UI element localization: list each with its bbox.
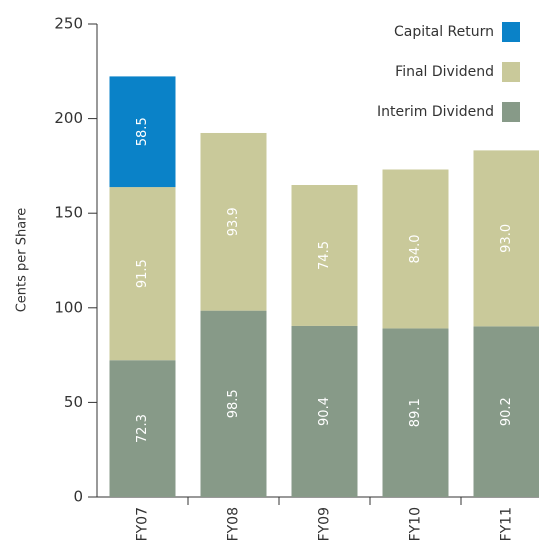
- y-tick-label: 250: [54, 15, 83, 33]
- data-label: 72.3: [135, 414, 150, 443]
- data-label: 84.0: [408, 234, 423, 263]
- y-tick-label: 100: [54, 298, 83, 316]
- y-tick-label: 200: [54, 109, 83, 127]
- legend-swatch: [502, 102, 520, 122]
- bar-segment: [109, 360, 176, 497]
- bar-segment: [473, 150, 539, 327]
- legend-swatch: [502, 22, 520, 42]
- data-label: 93.0: [499, 224, 514, 253]
- bar-segment: [382, 169, 449, 329]
- y-tick-label: 150: [54, 204, 83, 222]
- data-label: 90.2: [499, 397, 514, 426]
- data-label: 58.5: [135, 117, 150, 146]
- data-label: 98.5: [226, 389, 241, 418]
- legend-swatch: [502, 62, 520, 82]
- legend-label: Capital Return: [394, 24, 494, 40]
- bar-segment: [109, 76, 176, 188]
- bar-segment: [382, 328, 449, 497]
- bar-segment: [200, 132, 267, 311]
- bar-segment: [291, 325, 358, 497]
- bar-segment: [109, 187, 176, 361]
- bar-segment: [200, 310, 267, 497]
- x-tick-label: FY11: [499, 507, 515, 541]
- x-tick-label: FY07: [135, 507, 151, 541]
- y-tick-label: 50: [64, 393, 83, 411]
- data-label: 74.5: [317, 241, 332, 270]
- data-label: 90.4: [317, 397, 332, 426]
- legend-label: Interim Dividend: [377, 104, 494, 120]
- x-tick-label: FY08: [226, 507, 242, 541]
- data-label: 91.5: [135, 259, 150, 288]
- data-label: 89.1: [408, 398, 423, 427]
- y-tick-label: 0: [73, 488, 83, 506]
- data-label: 93.9: [226, 207, 241, 236]
- bar-segment: [473, 326, 539, 497]
- bar-segment: [291, 185, 358, 326]
- x-tick-label: FY09: [317, 507, 333, 541]
- y-axis-label: Cents per Share: [15, 208, 30, 313]
- x-tick-label: FY10: [408, 507, 424, 541]
- legend-label: Final Dividend: [395, 64, 494, 80]
